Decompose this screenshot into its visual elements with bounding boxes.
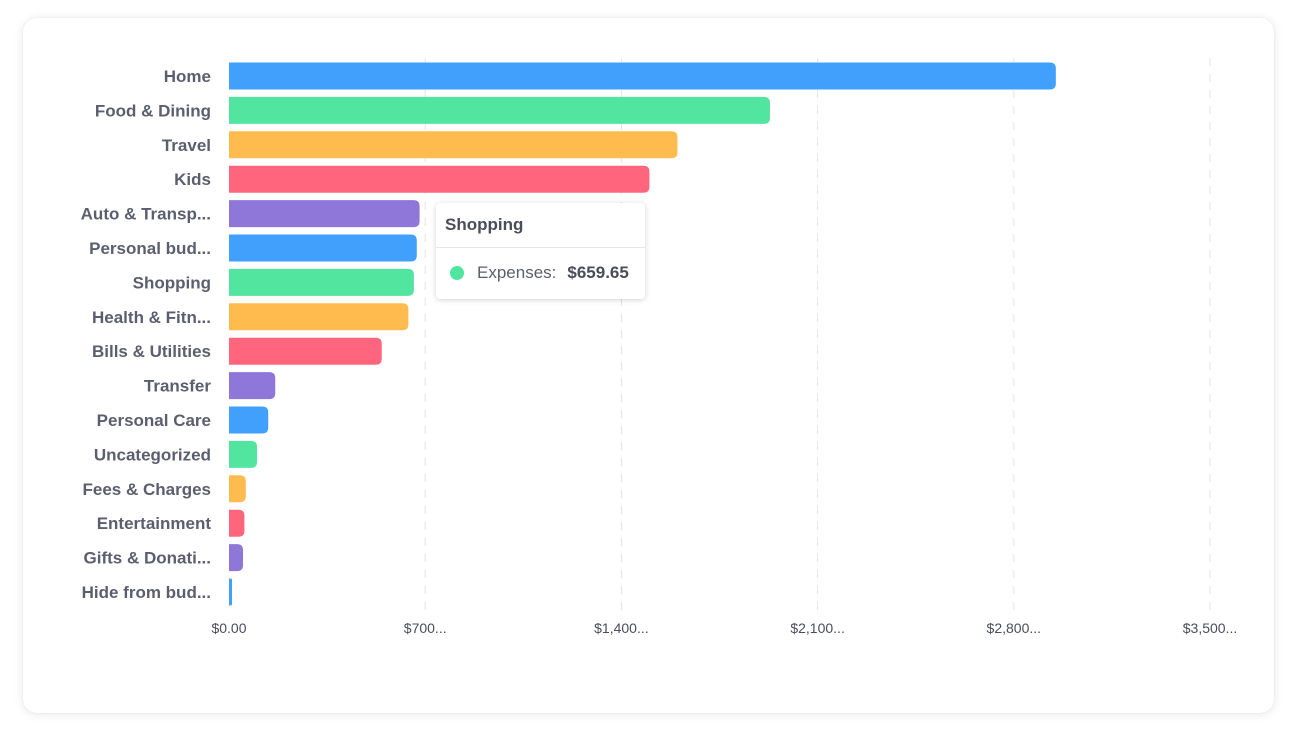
category-label: Personal bud... <box>89 239 211 258</box>
bar[interactable] <box>229 372 276 400</box>
bar-chart: Home Food & Dining Travel Kids Auto & Transp… <box>81 58 1237 636</box>
bar[interactable] <box>229 440 258 468</box>
chart-card: Home Food & Dining Travel Kids Auto & Transp… <box>23 18 1274 713</box>
bar[interactable] <box>229 165 650 193</box>
tooltip-title: Shopping <box>436 203 645 248</box>
category-label: Transfer <box>144 377 211 396</box>
x-tick-label: $3,500... <box>1183 620 1238 636</box>
category-label: Fees & Charges <box>83 480 212 499</box>
category-label: Auto & Transp... <box>81 205 211 224</box>
category-label: Food & Dining <box>95 101 211 120</box>
x-axis-tick-labels: $0.00 $700... $1,400... $2,100... $2,800... $… <box>211 620 1237 636</box>
category-label: Shopping <box>133 273 211 292</box>
category-label: Kids <box>174 170 211 189</box>
category-label: Health & Fitn... <box>92 308 211 327</box>
x-tick-label: $2,100... <box>790 620 845 636</box>
bar[interactable] <box>229 406 269 434</box>
tooltip-value: $659.65 <box>567 263 629 282</box>
category-label: Hide from bud... <box>82 583 211 602</box>
category-label: Uncategorized <box>94 445 211 464</box>
tooltip-row: Expenses: $659.65 <box>436 248 645 298</box>
bar[interactable] <box>229 509 245 537</box>
bar[interactable] <box>229 234 417 262</box>
tooltip-series-marker <box>450 266 464 280</box>
category-label: Personal Care <box>97 411 211 430</box>
category-label: Travel <box>162 136 211 155</box>
bar[interactable] <box>229 62 1056 90</box>
bar[interactable] <box>229 475 246 503</box>
bar[interactable] <box>229 303 409 331</box>
bars <box>229 62 1056 606</box>
bar[interactable] <box>229 578 232 606</box>
grid-lines <box>424 58 1211 610</box>
tooltip: Shopping Expenses: $659.65 <box>436 203 645 299</box>
category-label: Bills & Utilities <box>92 342 211 361</box>
category-label: Entertainment <box>97 514 212 533</box>
bar[interactable] <box>229 96 770 124</box>
x-tick-label: $700... <box>404 620 447 636</box>
bar[interactable] <box>229 200 420 228</box>
bar[interactable] <box>229 131 678 159</box>
category-labels: Home Food & Dining Travel Kids Auto & Transp… <box>81 67 212 602</box>
category-label: Home <box>164 67 211 86</box>
bar[interactable] <box>229 268 414 296</box>
bar[interactable] <box>229 337 382 365</box>
x-tick-label: $0.00 <box>211 620 246 636</box>
x-tick-label: $2,800... <box>987 620 1042 636</box>
x-tick-label: $1,400... <box>594 620 649 636</box>
bar[interactable] <box>229 544 244 572</box>
tooltip-series-label: Expenses: <box>477 263 557 282</box>
category-label: Gifts & Donati... <box>84 549 212 568</box>
